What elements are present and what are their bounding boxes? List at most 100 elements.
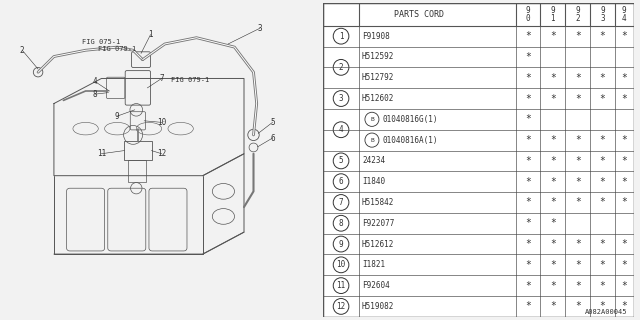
Text: 2: 2 [339, 63, 344, 72]
Text: 9
3: 9 3 [600, 6, 605, 23]
Text: *: * [621, 73, 627, 83]
Text: *: * [621, 197, 627, 207]
Text: *: * [575, 73, 580, 83]
Text: 12: 12 [157, 149, 166, 158]
Text: *: * [575, 197, 580, 207]
Text: *: * [575, 93, 580, 104]
Text: *: * [621, 31, 627, 41]
Text: *: * [575, 156, 580, 166]
Text: 3: 3 [339, 94, 344, 103]
Text: *: * [621, 301, 627, 311]
Text: *: * [600, 177, 605, 187]
Text: *: * [550, 281, 556, 291]
Text: *: * [621, 281, 627, 291]
Text: *: * [575, 301, 580, 311]
Text: *: * [550, 218, 556, 228]
Text: *: * [621, 93, 627, 104]
Text: *: * [525, 197, 531, 207]
Text: FIG 075-1: FIG 075-1 [83, 39, 120, 45]
Text: F92604: F92604 [362, 281, 390, 290]
Text: *: * [600, 135, 605, 145]
Text: *: * [550, 135, 556, 145]
Text: *: * [600, 301, 605, 311]
Text: *: * [621, 260, 627, 270]
Text: 4: 4 [93, 77, 97, 86]
Text: 10: 10 [157, 118, 166, 127]
Text: 7: 7 [159, 74, 164, 83]
Text: 9
2: 9 2 [575, 6, 580, 23]
Text: *: * [600, 281, 605, 291]
Text: *: * [525, 114, 531, 124]
Text: *: * [550, 93, 556, 104]
Text: *: * [600, 260, 605, 270]
Text: I1821: I1821 [362, 260, 385, 269]
Text: *: * [525, 260, 531, 270]
Text: I1840: I1840 [362, 177, 385, 186]
Text: B: B [370, 117, 374, 122]
Text: *: * [550, 73, 556, 83]
Text: *: * [575, 281, 580, 291]
Text: *: * [550, 260, 556, 270]
Text: 9: 9 [339, 240, 344, 249]
Text: *: * [621, 156, 627, 166]
Text: H515842: H515842 [362, 198, 394, 207]
Text: *: * [621, 177, 627, 187]
Text: *: * [600, 31, 605, 41]
Text: 01040816G(1): 01040816G(1) [382, 115, 438, 124]
Text: 5: 5 [339, 156, 344, 165]
Text: 10: 10 [337, 260, 346, 269]
Text: *: * [600, 239, 605, 249]
Text: *: * [575, 177, 580, 187]
Text: *: * [525, 177, 531, 187]
Text: FIG 079-1: FIG 079-1 [98, 46, 136, 52]
Text: *: * [550, 177, 556, 187]
Text: *: * [525, 218, 531, 228]
Text: 3: 3 [257, 24, 262, 33]
Text: 6: 6 [339, 177, 344, 186]
Text: B: B [370, 138, 374, 143]
Text: *: * [525, 301, 531, 311]
Text: 9
1: 9 1 [550, 6, 556, 23]
Text: 9
0: 9 0 [525, 6, 531, 23]
Text: *: * [550, 239, 556, 249]
Text: *: * [525, 52, 531, 62]
Text: *: * [525, 93, 531, 104]
Text: A082A00045: A082A00045 [585, 309, 627, 315]
Text: 7: 7 [339, 198, 344, 207]
Text: *: * [621, 239, 627, 249]
Text: *: * [525, 73, 531, 83]
Text: PARTS CORD: PARTS CORD [394, 10, 444, 19]
Text: H512612: H512612 [362, 240, 394, 249]
Bar [323, 3, 634, 26]
Text: 11: 11 [97, 149, 106, 158]
Text: *: * [525, 135, 531, 145]
Text: 1: 1 [339, 32, 344, 41]
Text: H512792: H512792 [362, 73, 394, 82]
Text: *: * [575, 31, 580, 41]
Text: 2: 2 [20, 46, 24, 55]
Text: *: * [525, 156, 531, 166]
Text: 6: 6 [270, 133, 275, 142]
Text: H519082: H519082 [362, 302, 394, 311]
Text: *: * [550, 197, 556, 207]
Text: 8: 8 [93, 90, 97, 99]
Text: *: * [525, 239, 531, 249]
Text: *: * [600, 93, 605, 104]
Text: *: * [600, 197, 605, 207]
Text: *: * [575, 135, 580, 145]
Text: *: * [525, 281, 531, 291]
Text: 9
4: 9 4 [622, 6, 627, 23]
Text: 24234: 24234 [362, 156, 385, 165]
Text: *: * [550, 156, 556, 166]
Text: 5: 5 [270, 118, 275, 127]
Text: *: * [600, 156, 605, 166]
Text: H512592: H512592 [362, 52, 394, 61]
Text: F91908: F91908 [362, 32, 390, 41]
Text: F922077: F922077 [362, 219, 394, 228]
Text: *: * [621, 135, 627, 145]
Text: 1: 1 [148, 30, 153, 39]
Text: *: * [550, 31, 556, 41]
Text: 8: 8 [339, 219, 344, 228]
Text: 12: 12 [337, 302, 346, 311]
Text: *: * [575, 239, 580, 249]
